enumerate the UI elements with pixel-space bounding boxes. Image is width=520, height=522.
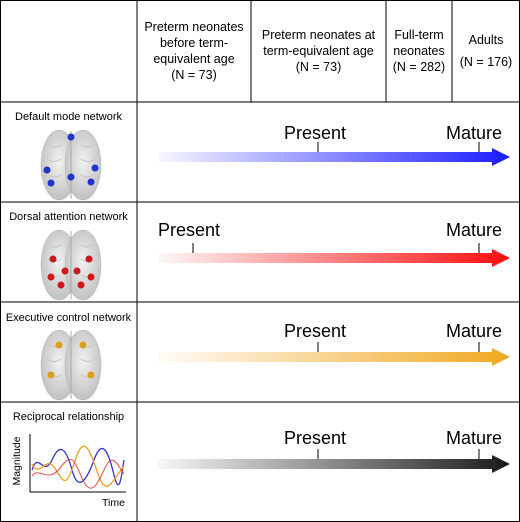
- inset-line: [31, 447, 125, 486]
- present-label-ecn: Present: [284, 321, 347, 341]
- brain-shape: [40, 229, 102, 301]
- header-count: (N = 282): [392, 60, 446, 74]
- network-node: [77, 281, 85, 289]
- brain-ecn-icon: [40, 329, 102, 401]
- mature-label-reciprocal: Mature: [446, 428, 503, 448]
- header-adults: Adults (N = 176): [452, 0, 520, 102]
- network-node: [47, 371, 55, 379]
- header-count: (N = 73): [171, 68, 217, 82]
- inset-line: [31, 458, 125, 489]
- mature-label-dan: Mature: [446, 220, 503, 240]
- network-node: [79, 341, 87, 349]
- arrow-dmn: [158, 148, 510, 166]
- network-node: [73, 267, 81, 275]
- network-node: [87, 371, 95, 379]
- arrow-dan: [158, 249, 510, 267]
- network-node: [87, 273, 95, 281]
- row-label-reciprocal: Reciprocal relationship: [12, 411, 125, 423]
- row-label-executive-control: Executive control network: [5, 312, 132, 324]
- header-preterm-at-term: Preterm neonates at term-equivalent age …: [251, 0, 386, 102]
- mature-label-ecn: Mature: [446, 321, 503, 341]
- row-label-default-mode: Default mode network: [15, 111, 122, 123]
- network-node: [67, 133, 75, 141]
- header-line: term-equivalent age: [263, 44, 374, 58]
- inset-xlabel: Time: [102, 497, 125, 509]
- header-count: (N = 73): [295, 60, 342, 74]
- network-node: [91, 164, 99, 172]
- header-line: Adults: [468, 33, 504, 47]
- present-label-dmn: Present: [284, 123, 347, 143]
- network-node: [61, 267, 69, 275]
- header-line: Preterm neonates at: [261, 28, 376, 42]
- header-count: (N = 176): [459, 55, 513, 69]
- inset-line: [31, 445, 125, 487]
- network-node: [43, 166, 51, 174]
- network-node: [47, 273, 55, 281]
- network-node: [47, 179, 55, 187]
- brain-dan-icon: [40, 229, 102, 301]
- reciprocal-inset: [29, 434, 126, 493]
- present-label-reciprocal: Present: [284, 428, 347, 448]
- network-node: [87, 178, 95, 186]
- header-line: Full-term: [394, 28, 444, 42]
- network-node: [57, 281, 65, 289]
- arrow-ecn: [158, 348, 510, 366]
- network-node: [55, 341, 63, 349]
- header-preterm-before: Preterm neonates before term- equivalent…: [137, 0, 251, 102]
- mature-label-dmn: Mature: [446, 123, 503, 143]
- network-node: [49, 255, 57, 263]
- header-line: neonates: [393, 44, 445, 58]
- header-line: before term-: [159, 36, 229, 50]
- present-label-dan: Present: [158, 220, 221, 240]
- header-line: equivalent age: [153, 52, 235, 66]
- arrow-reciprocal: [158, 455, 510, 473]
- network-node: [85, 255, 93, 263]
- network-node: [67, 173, 75, 181]
- brain-dmn-icon: [40, 129, 102, 201]
- row-label-dorsal-attention: Dorsal attention network: [9, 211, 128, 223]
- header-line: Preterm neonates: [144, 20, 244, 34]
- header-full-term: Full-term neonates (N = 282): [386, 0, 452, 102]
- brain-shape: [40, 329, 102, 401]
